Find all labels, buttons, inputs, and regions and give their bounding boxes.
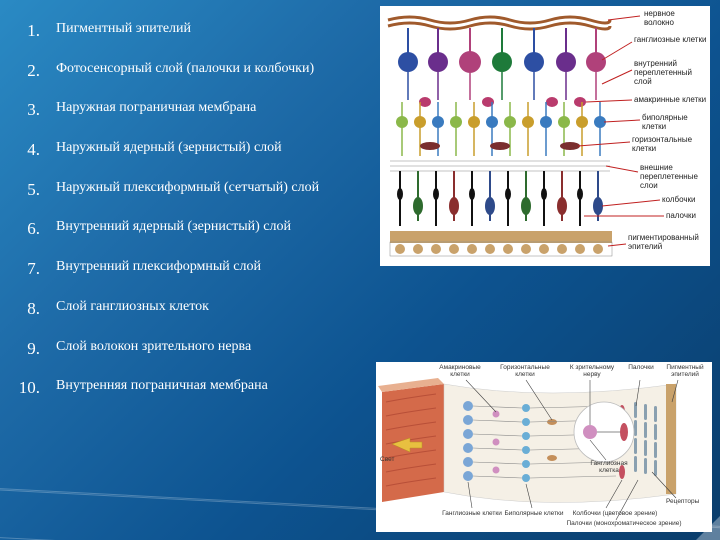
list-item-text: Наружная пограничная мембрана xyxy=(56,100,256,115)
list-item: Наружная пограничная мембрана xyxy=(0,97,355,119)
list-item-text: Пигментный эпителий xyxy=(56,21,191,36)
diagram-label: палочки xyxy=(666,212,696,221)
diagram-label: Рецепторы xyxy=(666,498,699,505)
diagram-label: Биполярные клетки xyxy=(504,510,564,517)
diagram-label: Горизонтальные клетки xyxy=(492,364,558,378)
diagram-label: Пигментный эпителий xyxy=(660,364,710,378)
list-item-text: Слой ганглиозных клеток xyxy=(56,299,209,314)
diagram-label: Палочки xyxy=(624,364,658,371)
diagram-label: ганглиозные клетки xyxy=(634,36,708,45)
diagram-label: Ганглиозная клетка xyxy=(582,460,636,474)
diagram-label: горизонтальные клетки xyxy=(632,136,708,154)
list-item: Наружный плексиформный (сетчатый) слой xyxy=(0,177,355,199)
list-item: Наружный ядерный (зернистый) слой xyxy=(0,137,355,159)
diagram-label: Ганглиозные клетки xyxy=(442,510,502,517)
diagram-label: внутренний переплетенный слой xyxy=(634,60,708,86)
diagram-label: пигментированный эпителий xyxy=(628,234,708,252)
list-item-text: Внутренняя пограничная мембрана xyxy=(56,378,268,393)
list-item-text: Наружный плексиформный (сетчатый) слой xyxy=(56,180,319,195)
list-item: Внутренний плексиформный слой xyxy=(0,256,355,278)
retina-cross-section-diagram: нервное волокно ганглиозные клетки внутр… xyxy=(380,6,710,266)
diagram-label: колбочки xyxy=(662,196,696,205)
list-item: Внутренняя пограничная мембрана xyxy=(0,375,355,397)
diagram-label: нервное волокно xyxy=(644,10,704,28)
retina-3d-diagram: Амакриновые клетки Горизонтальные клетки… xyxy=(376,362,712,532)
list-item: Пигментный эпителий xyxy=(0,18,355,40)
list-item: Слой ганглиозных клеток xyxy=(0,296,355,318)
diagram-label: биполярные клетки xyxy=(642,114,708,132)
list-item: Фотосенсорный слой (палочки и колбочки) xyxy=(0,58,355,80)
diagram-label: амакринные клетки xyxy=(634,96,708,105)
diagram-label: Свет xyxy=(380,456,394,463)
list-item: Внутренний ядерный (зернистый) слой xyxy=(0,216,355,238)
bottom-diagram-svg xyxy=(376,362,712,532)
diagram-label: внешние переплетенные слои xyxy=(640,164,708,190)
diagram-label: Амакриновые клетки xyxy=(432,364,488,378)
list-item-text: Фотосенсорный слой (палочки и колбочки) xyxy=(56,61,314,76)
list-item-text: Внутренний ядерный (зернистый) слой xyxy=(56,219,291,234)
list-item: Слой волокон зрительного нерва xyxy=(0,336,355,358)
diagram-label: Палочки (монохроматическое зрение) xyxy=(564,520,684,527)
retina-layers-list: Пигментный эпителий Фотосенсорный слой (… xyxy=(0,18,355,415)
list-item-text: Наружный ядерный (зернистый) слой xyxy=(56,140,282,155)
list-item-text: Внутренний плексиформный слой xyxy=(56,259,261,274)
diagram-label: Колбочки (цветовое зрение) xyxy=(570,510,660,517)
diagram-label: К зрительному нерву xyxy=(562,364,622,378)
list-item-text: Слой волокон зрительного нерва xyxy=(56,339,251,354)
